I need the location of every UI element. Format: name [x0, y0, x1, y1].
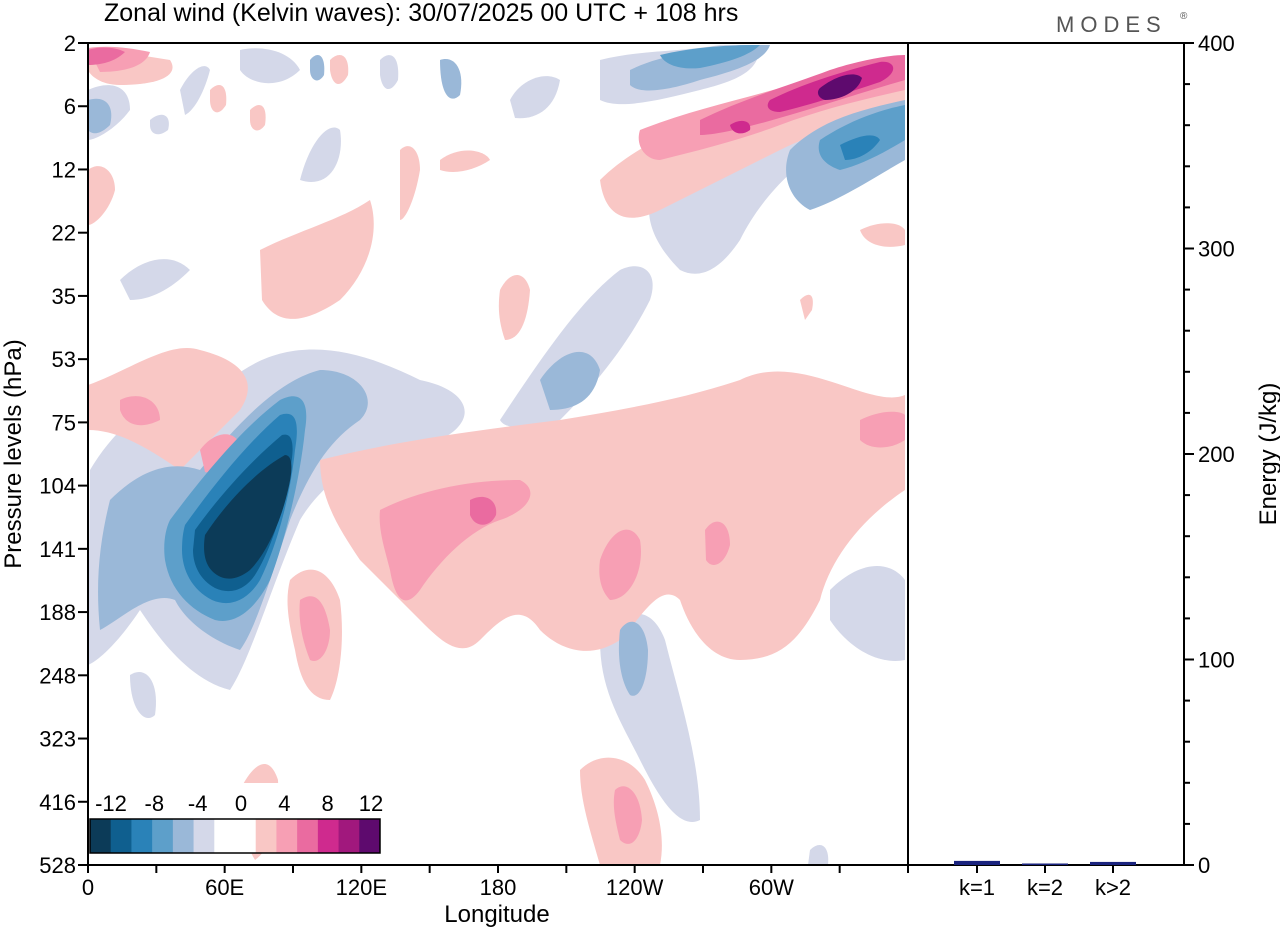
energy-category-label: k>2	[1095, 875, 1131, 900]
longitude-axis: 0 60E 120E 180 120W 60W	[82, 865, 909, 900]
x-tick-label: 120W	[606, 875, 664, 900]
energy-bar	[1022, 863, 1068, 865]
energy-frame	[907, 42, 1185, 866]
colorbar-swatch	[131, 819, 153, 853]
colorbar-label: 0	[235, 791, 247, 816]
y-tick-label: 141	[39, 537, 76, 562]
energy-tick-label: 100	[1198, 648, 1235, 673]
colorbar-swatch	[172, 819, 195, 853]
chart-title: Zonal wind (Kelvin waves): 30/07/2025 00…	[104, 0, 738, 27]
y-tick-label: 6	[64, 94, 76, 119]
colorbar-swatch	[297, 819, 319, 853]
x-tick-label: 0	[82, 875, 94, 900]
y-tick-label: 188	[39, 600, 76, 625]
y-tick-label: 323	[39, 727, 76, 752]
energy-axis-label: Energy (J/kg)	[1255, 383, 1280, 526]
colorbar-swatch	[317, 819, 340, 853]
x-tick-label: 120E	[336, 875, 387, 900]
pressure-axis: 2 6 12 22 35 53 75 104 141 188 248 323 416 528	[39, 31, 88, 878]
colorbar-swatch	[110, 819, 132, 853]
colorbar-label: 12	[359, 791, 383, 816]
brand-logo: MODES	[1056, 12, 1167, 37]
x-tick-label: 60E	[205, 875, 244, 900]
colorbar: -12 -8 -4 0 4 8 12	[89, 783, 384, 854]
contour-top-stripes	[150, 55, 399, 135]
colorbar-label: 8	[322, 791, 334, 816]
y-tick-label: 22	[52, 221, 76, 246]
y-tick-label: 248	[39, 663, 76, 688]
colorbar-swatch	[193, 819, 215, 853]
energy-tick-label: 400	[1198, 31, 1235, 56]
energy-axis: 0 100 200 300 400	[1184, 31, 1235, 878]
contour-upper-easterly	[660, 45, 905, 170]
energy-bar	[1090, 861, 1136, 865]
energy-bars: k=1 k=2 k>2	[954, 860, 1136, 900]
y-axis-label: Pressure levels (hPa)	[0, 339, 27, 568]
brand-mark: ®	[1180, 11, 1188, 22]
y-tick-label: 12	[52, 157, 76, 182]
y-tick-label: 35	[52, 284, 76, 309]
energy-bar	[954, 860, 1000, 865]
colorbar-label: -8	[145, 791, 165, 816]
colorbar-swatch	[235, 819, 257, 853]
y-tick-label: 528	[39, 853, 76, 878]
y-tick-label: 53	[52, 347, 76, 372]
colorbar-swatch	[255, 819, 277, 853]
y-tick-label: 2	[64, 31, 76, 56]
x-tick-label: 60W	[749, 875, 794, 900]
y-tick-label: 416	[39, 790, 76, 815]
colorbar-label: 4	[278, 791, 290, 816]
colorbar-label: -4	[188, 791, 208, 816]
colorbar-frame	[89, 818, 381, 854]
x-axis-label: Longitude	[444, 901, 549, 928]
colorbar-label-bg	[90, 783, 384, 819]
y-tick-label: 104	[39, 474, 76, 499]
colorbar-swatch	[359, 819, 381, 853]
x-tick-label: 180	[480, 875, 517, 900]
y-tick-label: 75	[52, 410, 76, 435]
colorbar-swatch	[338, 819, 360, 853]
energy-tick-label: 0	[1198, 853, 1210, 878]
energy-category-label: k=2	[1027, 875, 1063, 900]
contour-strong-easterly	[164, 396, 307, 621]
energy-tick-label: 300	[1198, 237, 1235, 262]
energy-tick-label: 200	[1198, 442, 1235, 467]
colorbar-swatch	[152, 819, 174, 853]
colorbar-swatch	[214, 819, 236, 853]
colorbar-label: -12	[95, 791, 127, 816]
contour-dark-purple	[817, 74, 862, 100]
colorbar-swatch	[90, 819, 112, 853]
energy-category-label: k=1	[959, 875, 995, 900]
colorbar-swatch	[276, 819, 298, 853]
contour-field	[88, 43, 908, 865]
